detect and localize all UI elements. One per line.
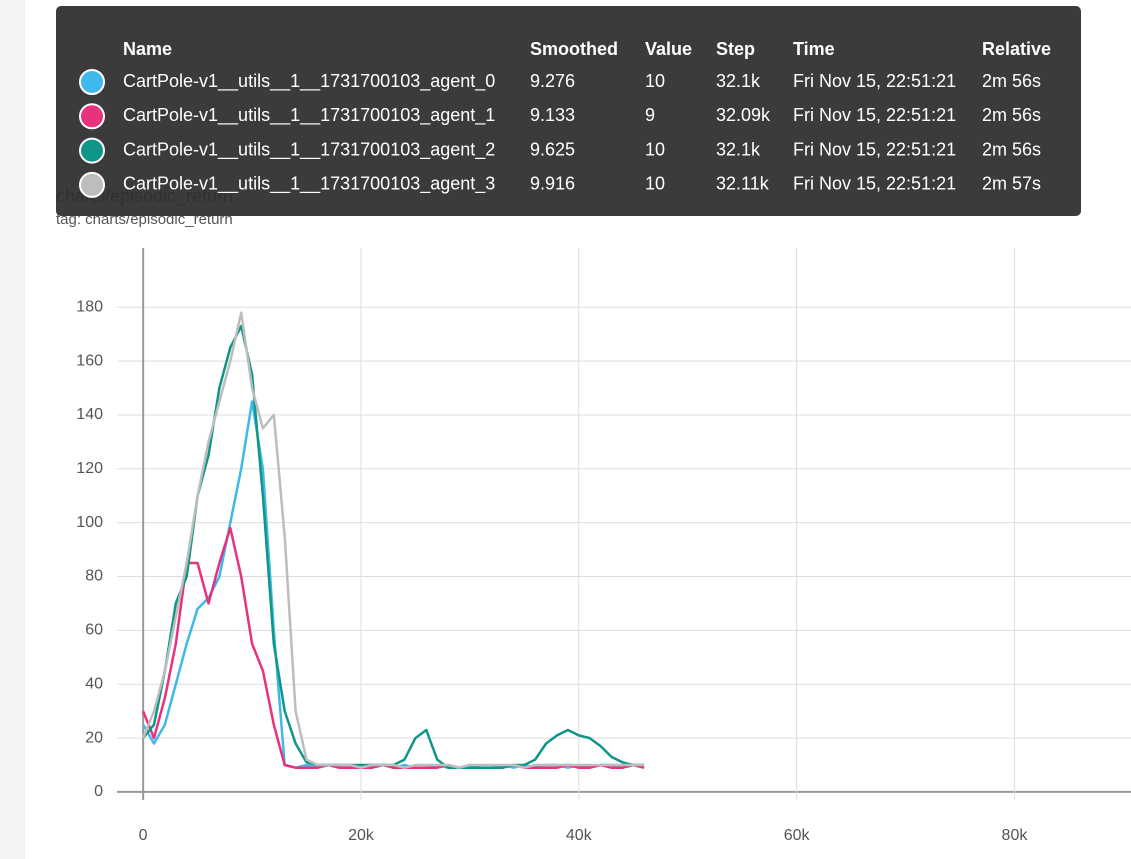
tooltip-cell: 10 — [645, 71, 665, 91]
tooltip-cell: 2m 56s — [982, 105, 1041, 125]
tooltip-header: Relative — [982, 39, 1051, 59]
legend-swatch — [79, 171, 105, 198]
tooltip-cell: 2m 57s — [982, 174, 1041, 194]
tooltip-cell: 9.276 — [530, 71, 575, 91]
tooltip-cell: Fri Nov 15, 22:51:21 — [793, 139, 956, 159]
tooltip-header: Time — [793, 39, 835, 59]
x-tick-label: 60k — [784, 827, 811, 844]
plot-area: 0 20 40 60 80 100 120 140 160 180 0 20k 40k 60k 80k — [76, 248, 1131, 844]
tooltip-cell: 32.1k — [716, 71, 761, 91]
tooltip-cell: Fri Nov 15, 22:51:21 — [793, 71, 956, 91]
tooltip-cell: 32.09k — [716, 105, 771, 125]
legend-swatch — [79, 69, 105, 95]
y-tick-label: 140 — [76, 406, 103, 423]
y-tick-label: 80 — [85, 568, 103, 585]
tooltip-header: Smoothed — [530, 39, 618, 59]
series-line — [141, 526, 645, 769]
tooltip-header: Name — [123, 39, 172, 59]
tooltip-box — [56, 6, 1081, 216]
tooltip: Name Smoothed Value Step Time Relative CartPol… — [56, 6, 1081, 216]
tooltip-cell: 10 — [645, 174, 665, 194]
y-tick-label: 120 — [76, 460, 103, 477]
tooltip-cell: 10 — [645, 139, 665, 159]
x-tick-label: 0 — [139, 827, 148, 844]
sidebar — [0, 0, 25, 859]
y-tick-label: 0 — [94, 783, 103, 800]
y-tick-label: 20 — [85, 729, 103, 746]
y-tick-label: 60 — [85, 622, 103, 639]
series-line — [142, 324, 645, 769]
tooltip-header: Value — [645, 39, 692, 59]
tooltip-header: Step — [716, 39, 755, 59]
tooltip-cell: 32.1k — [716, 139, 761, 159]
x-tick-label: 80k — [1002, 827, 1029, 844]
y-tick-label: 160 — [76, 352, 103, 369]
tooltip-cell: CartPole-v1__utils__1__1731700103_agent_… — [123, 139, 495, 160]
tooltip-cell: Fri Nov 15, 22:51:21 — [793, 174, 956, 194]
y-tick-label: 40 — [85, 675, 103, 692]
legend-swatch — [79, 103, 105, 130]
tooltip-cell: CartPole-v1__utils__1__1731700103_agent_… — [123, 71, 495, 92]
legend-swatch — [79, 137, 105, 164]
tooltip-cell: 9.625 — [530, 139, 575, 159]
y-tick-label: 100 — [76, 514, 103, 531]
x-tick-label: 20k — [348, 827, 375, 844]
series-line — [141, 311, 645, 769]
series-line — [142, 400, 645, 769]
tooltip-cell: 32.11k — [716, 174, 770, 194]
y-tick-label: 180 — [76, 298, 103, 315]
tooltip-cell: CartPole-v1__utils__1__1731700103_agent_… — [123, 174, 495, 195]
tooltip-cell: 9.133 — [530, 105, 575, 125]
tooltip-cell: 9.916 — [530, 174, 575, 194]
x-tick-label: 40k — [566, 827, 593, 844]
tooltip-cell: Fri Nov 15, 22:51:21 — [793, 105, 956, 125]
tooltip-cell: 2m 56s — [982, 139, 1041, 159]
tooltip-cell: CartPole-v1__utils__1__1731700103_agent_… — [123, 105, 495, 126]
tooltip-cell: 2m 56s — [982, 71, 1041, 91]
tooltip-cell: 9 — [645, 105, 655, 125]
